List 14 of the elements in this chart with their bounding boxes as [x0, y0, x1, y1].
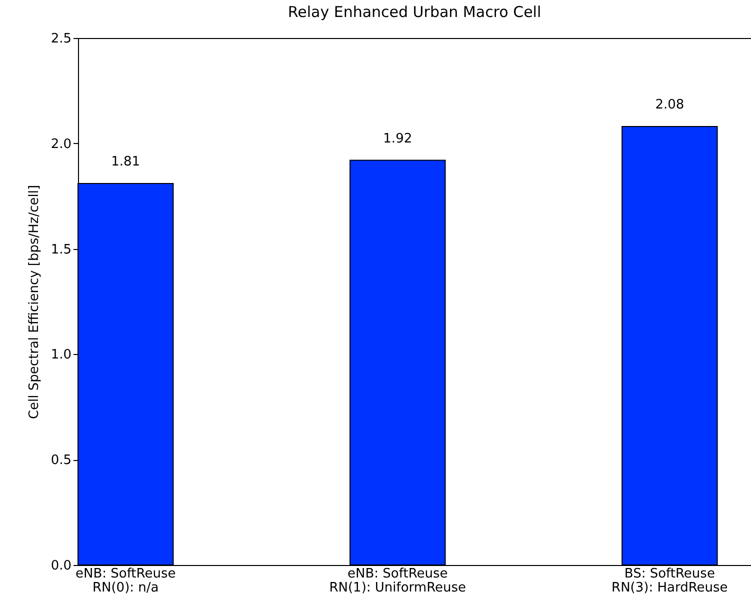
x-tick-label: eNB: SoftReuse RN(1): UniformReuse	[329, 566, 466, 596]
y-tick-label: 2.0	[50, 136, 72, 152]
data-label: 1.92	[383, 131, 412, 146]
chart-title: Relay Enhanced Urban Macro Cell	[288, 3, 542, 21]
y-tick-label: 1.5	[50, 242, 72, 258]
data-label: 2.08	[655, 98, 684, 113]
y-axis-title: Cell Spectral Efficiency [bps/Hz/cell]	[26, 184, 42, 420]
y-tick-label: 0.5	[50, 453, 72, 468]
y-tick-label: 2.5	[50, 32, 72, 46]
y-tick-label: 1.0	[50, 348, 72, 363]
x-tick-label: BS: SoftReuse RN(3): HardReuse	[612, 566, 728, 596]
x-tick-label: eNB: SoftReuse RN(0): n/a	[75, 566, 176, 596]
y-tick-label: 0.0	[50, 558, 72, 574]
data-label: 1.81	[111, 154, 140, 170]
